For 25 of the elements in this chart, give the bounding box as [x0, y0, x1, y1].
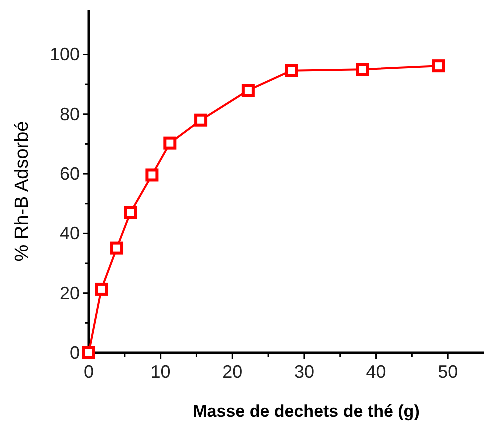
- point: [124, 206, 138, 220]
- x-tick-label: 0: [84, 362, 94, 382]
- point: [95, 282, 108, 296]
- point: [82, 346, 96, 360]
- y-tick-label: 100: [50, 44, 80, 65]
- point: [110, 242, 124, 255]
- x-tick-label: 40: [366, 362, 386, 382]
- y-tick-label: 80: [60, 104, 80, 124]
- x-tick-label: 20: [222, 362, 243, 382]
- x-tick-label: 10: [150, 362, 171, 382]
- y-axis-title: % Rh-B Adsorbé: [12, 121, 33, 262]
- y-tick-label: 60: [60, 164, 80, 184]
- x-tick-label: 50: [438, 362, 458, 382]
- point: [164, 136, 177, 150]
- y-tick-label: 20: [60, 283, 80, 304]
- point: [432, 60, 446, 73]
- point: [242, 84, 255, 98]
- point: [146, 168, 159, 182]
- x-tick-label: 30: [294, 362, 314, 382]
- point: [194, 114, 208, 127]
- x-axis-title: Masse de dechets de thé (g): [193, 402, 420, 421]
- y-tick-label: 40: [60, 224, 80, 244]
- point: [356, 63, 370, 76]
- point: [285, 64, 298, 78]
- y-tick-label: 0: [70, 343, 80, 363]
